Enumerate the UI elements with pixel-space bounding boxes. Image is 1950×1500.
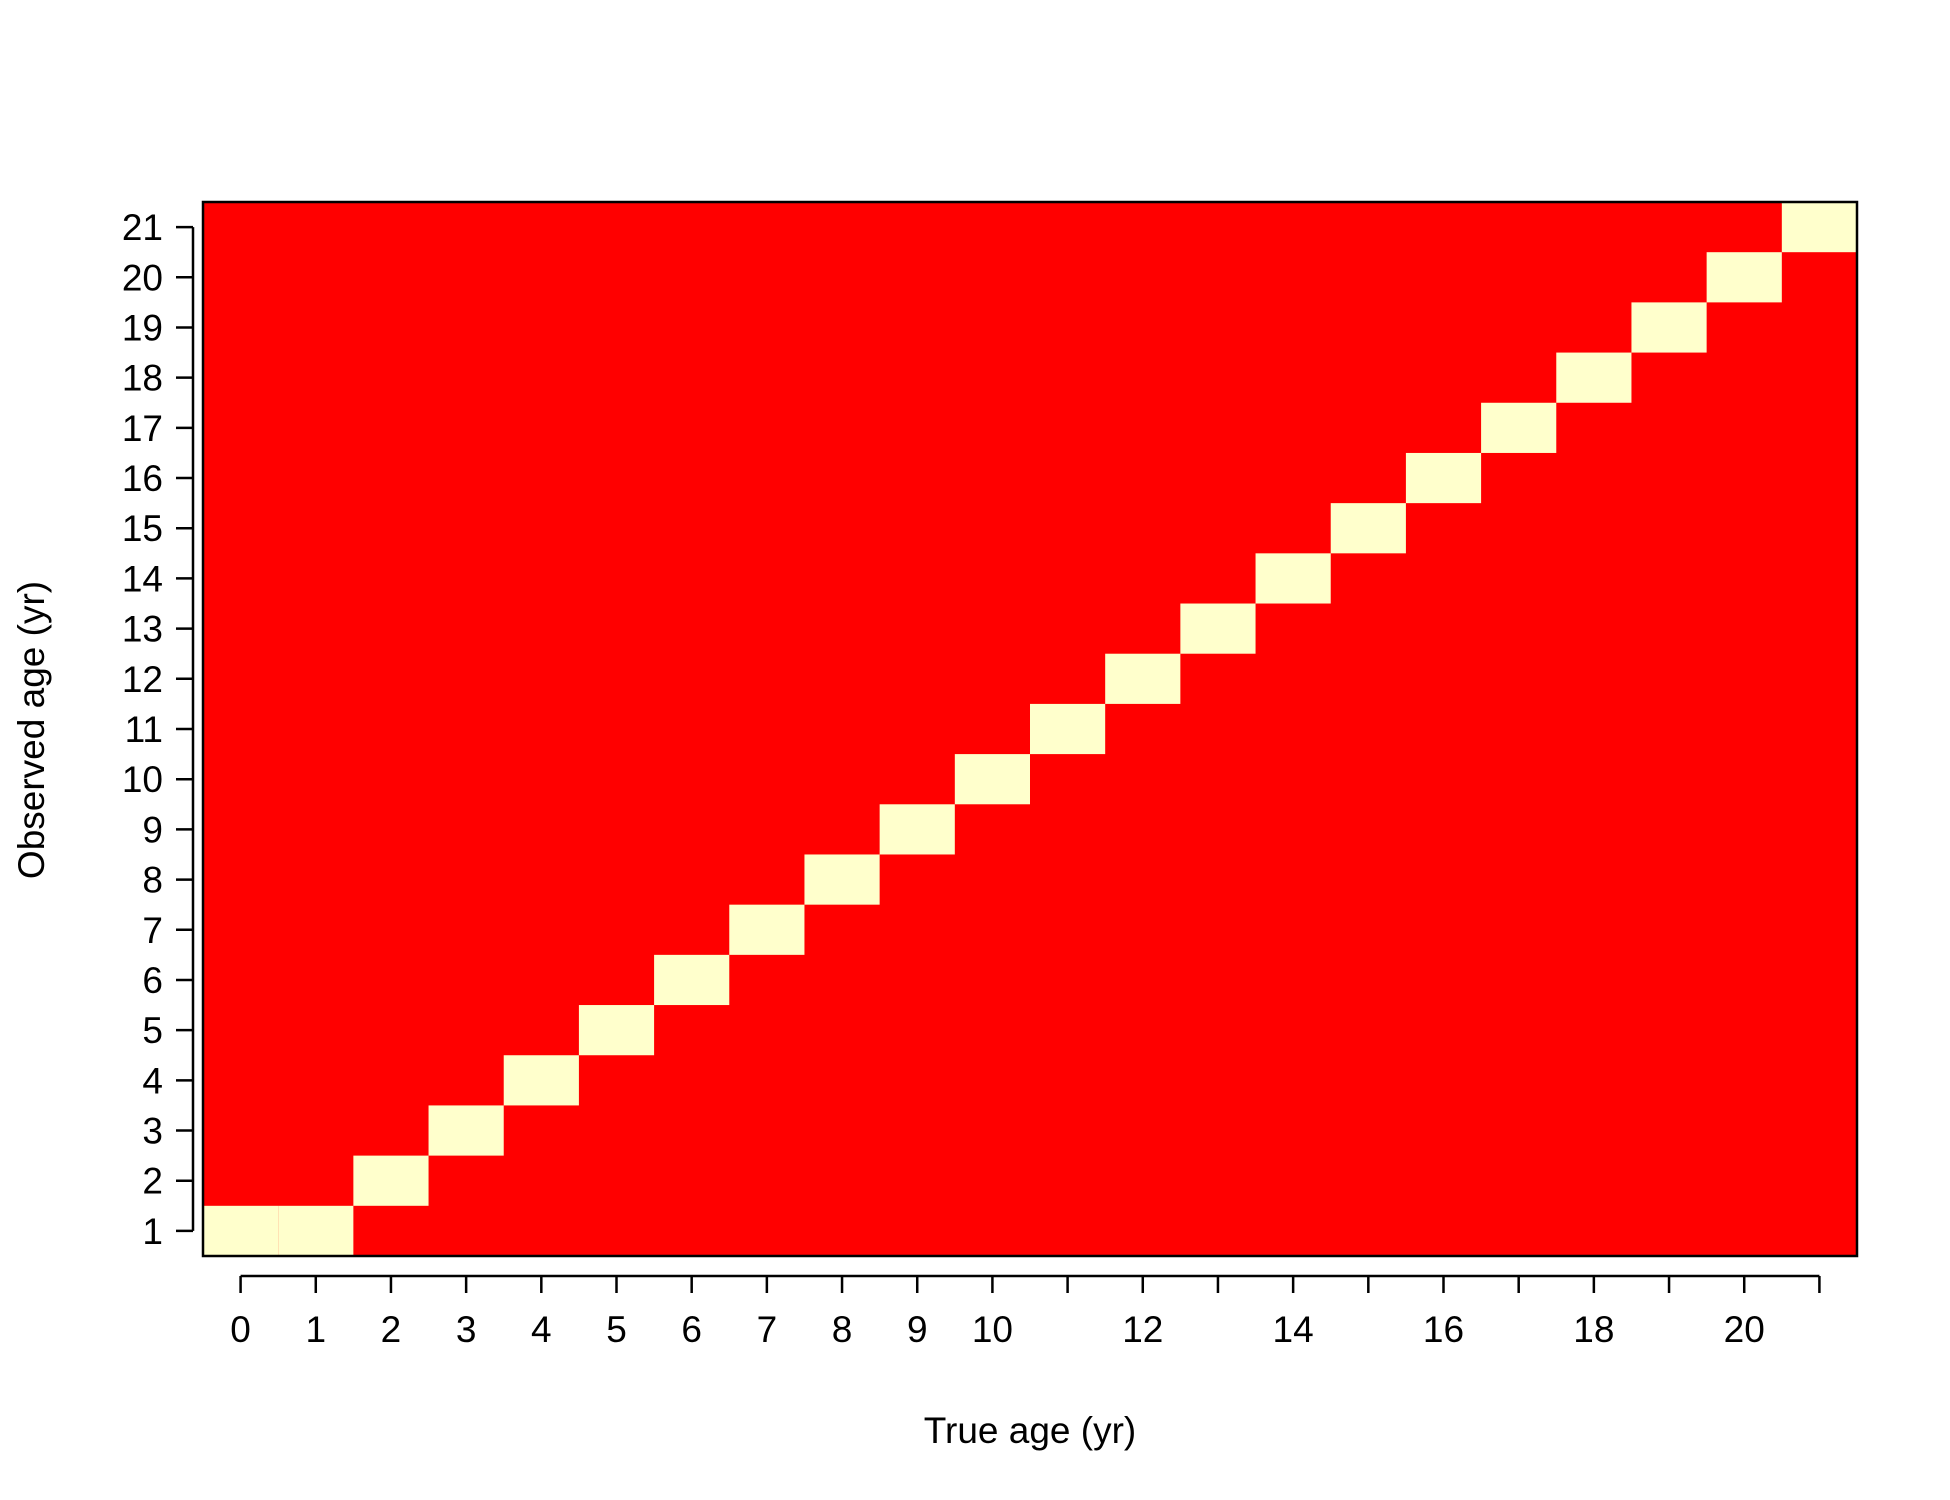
x-axis: 0 1 2 3 4 5 6 7 8 9 10 12 14 16 18 20 bbox=[230, 1274, 1821, 1350]
y-tick-label: 5 bbox=[142, 1010, 163, 1051]
heatmap-cell bbox=[954, 754, 1030, 805]
y-tick-label: 6 bbox=[142, 960, 163, 1001]
y-tick-label: 21 bbox=[122, 207, 163, 248]
x-tick-label: 8 bbox=[832, 1309, 853, 1350]
y-tick-label: 4 bbox=[142, 1060, 163, 1101]
heatmap-cell bbox=[203, 1205, 279, 1256]
x-tick-label: 9 bbox=[907, 1309, 928, 1350]
heatmap-cell bbox=[654, 954, 730, 1006]
x-tick-label: 18 bbox=[1573, 1309, 1614, 1350]
heatmap-cell bbox=[729, 904, 805, 955]
plot-frame bbox=[201, 200, 1859, 1258]
heatmap-cell bbox=[353, 1155, 429, 1206]
y-tick-label: 13 bbox=[122, 609, 163, 650]
x-tick-label: 12 bbox=[1122, 1309, 1163, 1350]
heatmap-cell bbox=[1481, 402, 1557, 453]
heatmap-cell bbox=[1706, 252, 1782, 303]
heatmap-cell bbox=[1405, 452, 1482, 504]
heatmap-cell bbox=[804, 854, 880, 905]
y-tick-label: 15 bbox=[122, 508, 163, 549]
y-tick-label: 14 bbox=[122, 558, 163, 599]
x-tick-label: 1 bbox=[305, 1309, 326, 1350]
x-tick-label: 4 bbox=[531, 1309, 552, 1350]
y-tick-label: 17 bbox=[122, 408, 163, 449]
y-tick-label: 3 bbox=[142, 1111, 163, 1152]
y-tick-label: 1 bbox=[142, 1211, 163, 1252]
y-tick-label: 7 bbox=[142, 910, 163, 951]
x-tick-label: 5 bbox=[606, 1309, 627, 1350]
x-tick-label: 7 bbox=[757, 1309, 778, 1350]
heatmap-cell bbox=[1631, 302, 1707, 353]
y-tick-label: 20 bbox=[122, 257, 163, 298]
heatmap-cell bbox=[428, 1105, 504, 1156]
heatmap-cell bbox=[1255, 553, 1331, 604]
x-tick-label: 6 bbox=[681, 1309, 702, 1350]
heatmap-cell bbox=[1180, 603, 1256, 654]
y-tick-label: 19 bbox=[122, 307, 163, 348]
x-tick-label: 20 bbox=[1724, 1309, 1765, 1350]
y-tick-label: 18 bbox=[122, 358, 163, 399]
heatmap-cell bbox=[1105, 653, 1181, 704]
y-tick-label: 8 bbox=[142, 860, 163, 901]
y-tick-label: 11 bbox=[125, 709, 163, 750]
x-tick-label: 0 bbox=[230, 1309, 251, 1350]
x-tick-label: 10 bbox=[972, 1309, 1013, 1350]
y-tick-label: 16 bbox=[122, 458, 163, 499]
heatmap-cell bbox=[879, 804, 955, 855]
y-tick-label: 12 bbox=[122, 659, 163, 700]
heatmap-cell bbox=[503, 1055, 579, 1106]
x-tick-label: 14 bbox=[1273, 1309, 1314, 1350]
heatmap-cell bbox=[1330, 503, 1406, 554]
x-tick-label: 3 bbox=[456, 1309, 477, 1350]
heatmap-cell bbox=[578, 1005, 655, 1056]
y-tick-label: 10 bbox=[122, 759, 163, 800]
heatmap-cell bbox=[1030, 703, 1106, 755]
x-tick-label: 2 bbox=[381, 1309, 402, 1350]
y-tick-label: 2 bbox=[142, 1161, 163, 1202]
heatmap-cells bbox=[203, 202, 1857, 1256]
x-tick-label: 16 bbox=[1423, 1309, 1464, 1350]
heatmap-cell bbox=[1781, 202, 1857, 253]
y-tick-label: 9 bbox=[142, 809, 163, 850]
y-axis-label: Observed age (yr) bbox=[11, 581, 52, 879]
heatmap-cell bbox=[278, 1205, 354, 1256]
x-axis-label: True age (yr) bbox=[924, 1410, 1136, 1451]
heatmap-cell bbox=[1556, 352, 1632, 403]
